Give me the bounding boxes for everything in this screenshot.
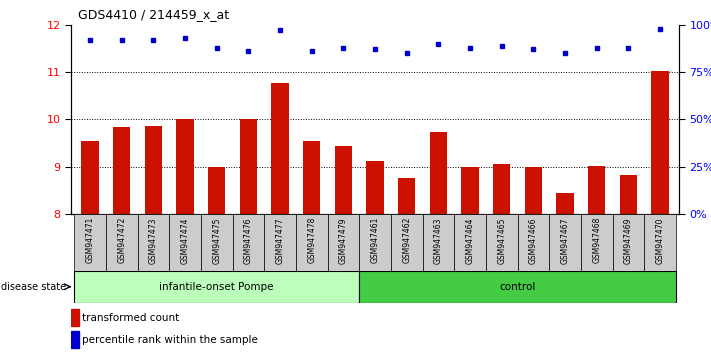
Bar (201, 214, 232, 271)
Text: GSM947465: GSM947465 (497, 217, 506, 263)
Bar (398, 178, 415, 214)
Bar (232, 214, 264, 271)
Text: GSM947479: GSM947479 (339, 217, 348, 263)
Bar (208, 167, 225, 214)
Bar (461, 167, 479, 214)
Text: GSM947467: GSM947467 (560, 217, 570, 263)
Bar (549, 214, 581, 271)
Text: percentile rank within the sample: percentile rank within the sample (82, 335, 257, 345)
Bar (493, 165, 510, 214)
Bar (169, 214, 201, 271)
Bar (81, 141, 99, 214)
Bar (138, 214, 169, 271)
Bar (429, 132, 447, 214)
Bar (303, 141, 321, 214)
Bar (296, 214, 328, 271)
Text: GSM947461: GSM947461 (370, 217, 380, 263)
Text: GSM947462: GSM947462 (402, 217, 411, 263)
Bar (556, 193, 574, 214)
Bar (359, 214, 391, 271)
Text: GSM947477: GSM947477 (276, 217, 284, 263)
Bar (328, 214, 359, 271)
Text: GSM947473: GSM947473 (149, 217, 158, 263)
Bar (240, 119, 257, 214)
Text: GSM947470: GSM947470 (656, 217, 665, 263)
Bar (71, 309, 79, 326)
Text: infantile-onset Pompe: infantile-onset Pompe (159, 282, 274, 292)
Text: control: control (499, 282, 535, 292)
Text: disease state: disease state (1, 282, 66, 292)
Bar (74, 214, 106, 271)
Text: GSM947472: GSM947472 (117, 217, 127, 263)
Bar (106, 214, 138, 271)
Bar (486, 214, 518, 271)
Bar (620, 175, 637, 214)
Text: GSM947469: GSM947469 (624, 217, 633, 263)
Text: GSM947474: GSM947474 (181, 217, 190, 263)
Text: GSM947466: GSM947466 (529, 217, 538, 263)
Text: GSM947476: GSM947476 (244, 217, 253, 263)
Bar (588, 166, 605, 214)
Text: GDS4410 / 214459_x_at: GDS4410 / 214459_x_at (78, 8, 230, 21)
Bar (74, 271, 359, 303)
Bar (71, 331, 79, 348)
Bar (651, 71, 669, 214)
Bar (272, 82, 289, 214)
Bar (644, 214, 676, 271)
Bar (391, 214, 422, 271)
Text: GSM947463: GSM947463 (434, 217, 443, 263)
Text: transformed count: transformed count (82, 313, 179, 323)
Bar (145, 126, 162, 214)
Bar (454, 214, 486, 271)
Bar (113, 127, 130, 214)
Bar (525, 167, 542, 214)
Bar (422, 214, 454, 271)
Bar (518, 214, 549, 271)
Text: GSM947478: GSM947478 (307, 217, 316, 263)
Text: GSM947471: GSM947471 (85, 217, 95, 263)
Bar (366, 161, 384, 214)
Text: GSM947475: GSM947475 (213, 217, 221, 263)
Bar (335, 146, 352, 214)
Bar (581, 214, 612, 271)
Text: GSM947468: GSM947468 (592, 217, 602, 263)
Text: GSM947464: GSM947464 (466, 217, 474, 263)
Bar (176, 119, 194, 214)
Bar (612, 214, 644, 271)
Bar (264, 214, 296, 271)
Bar (359, 271, 676, 303)
